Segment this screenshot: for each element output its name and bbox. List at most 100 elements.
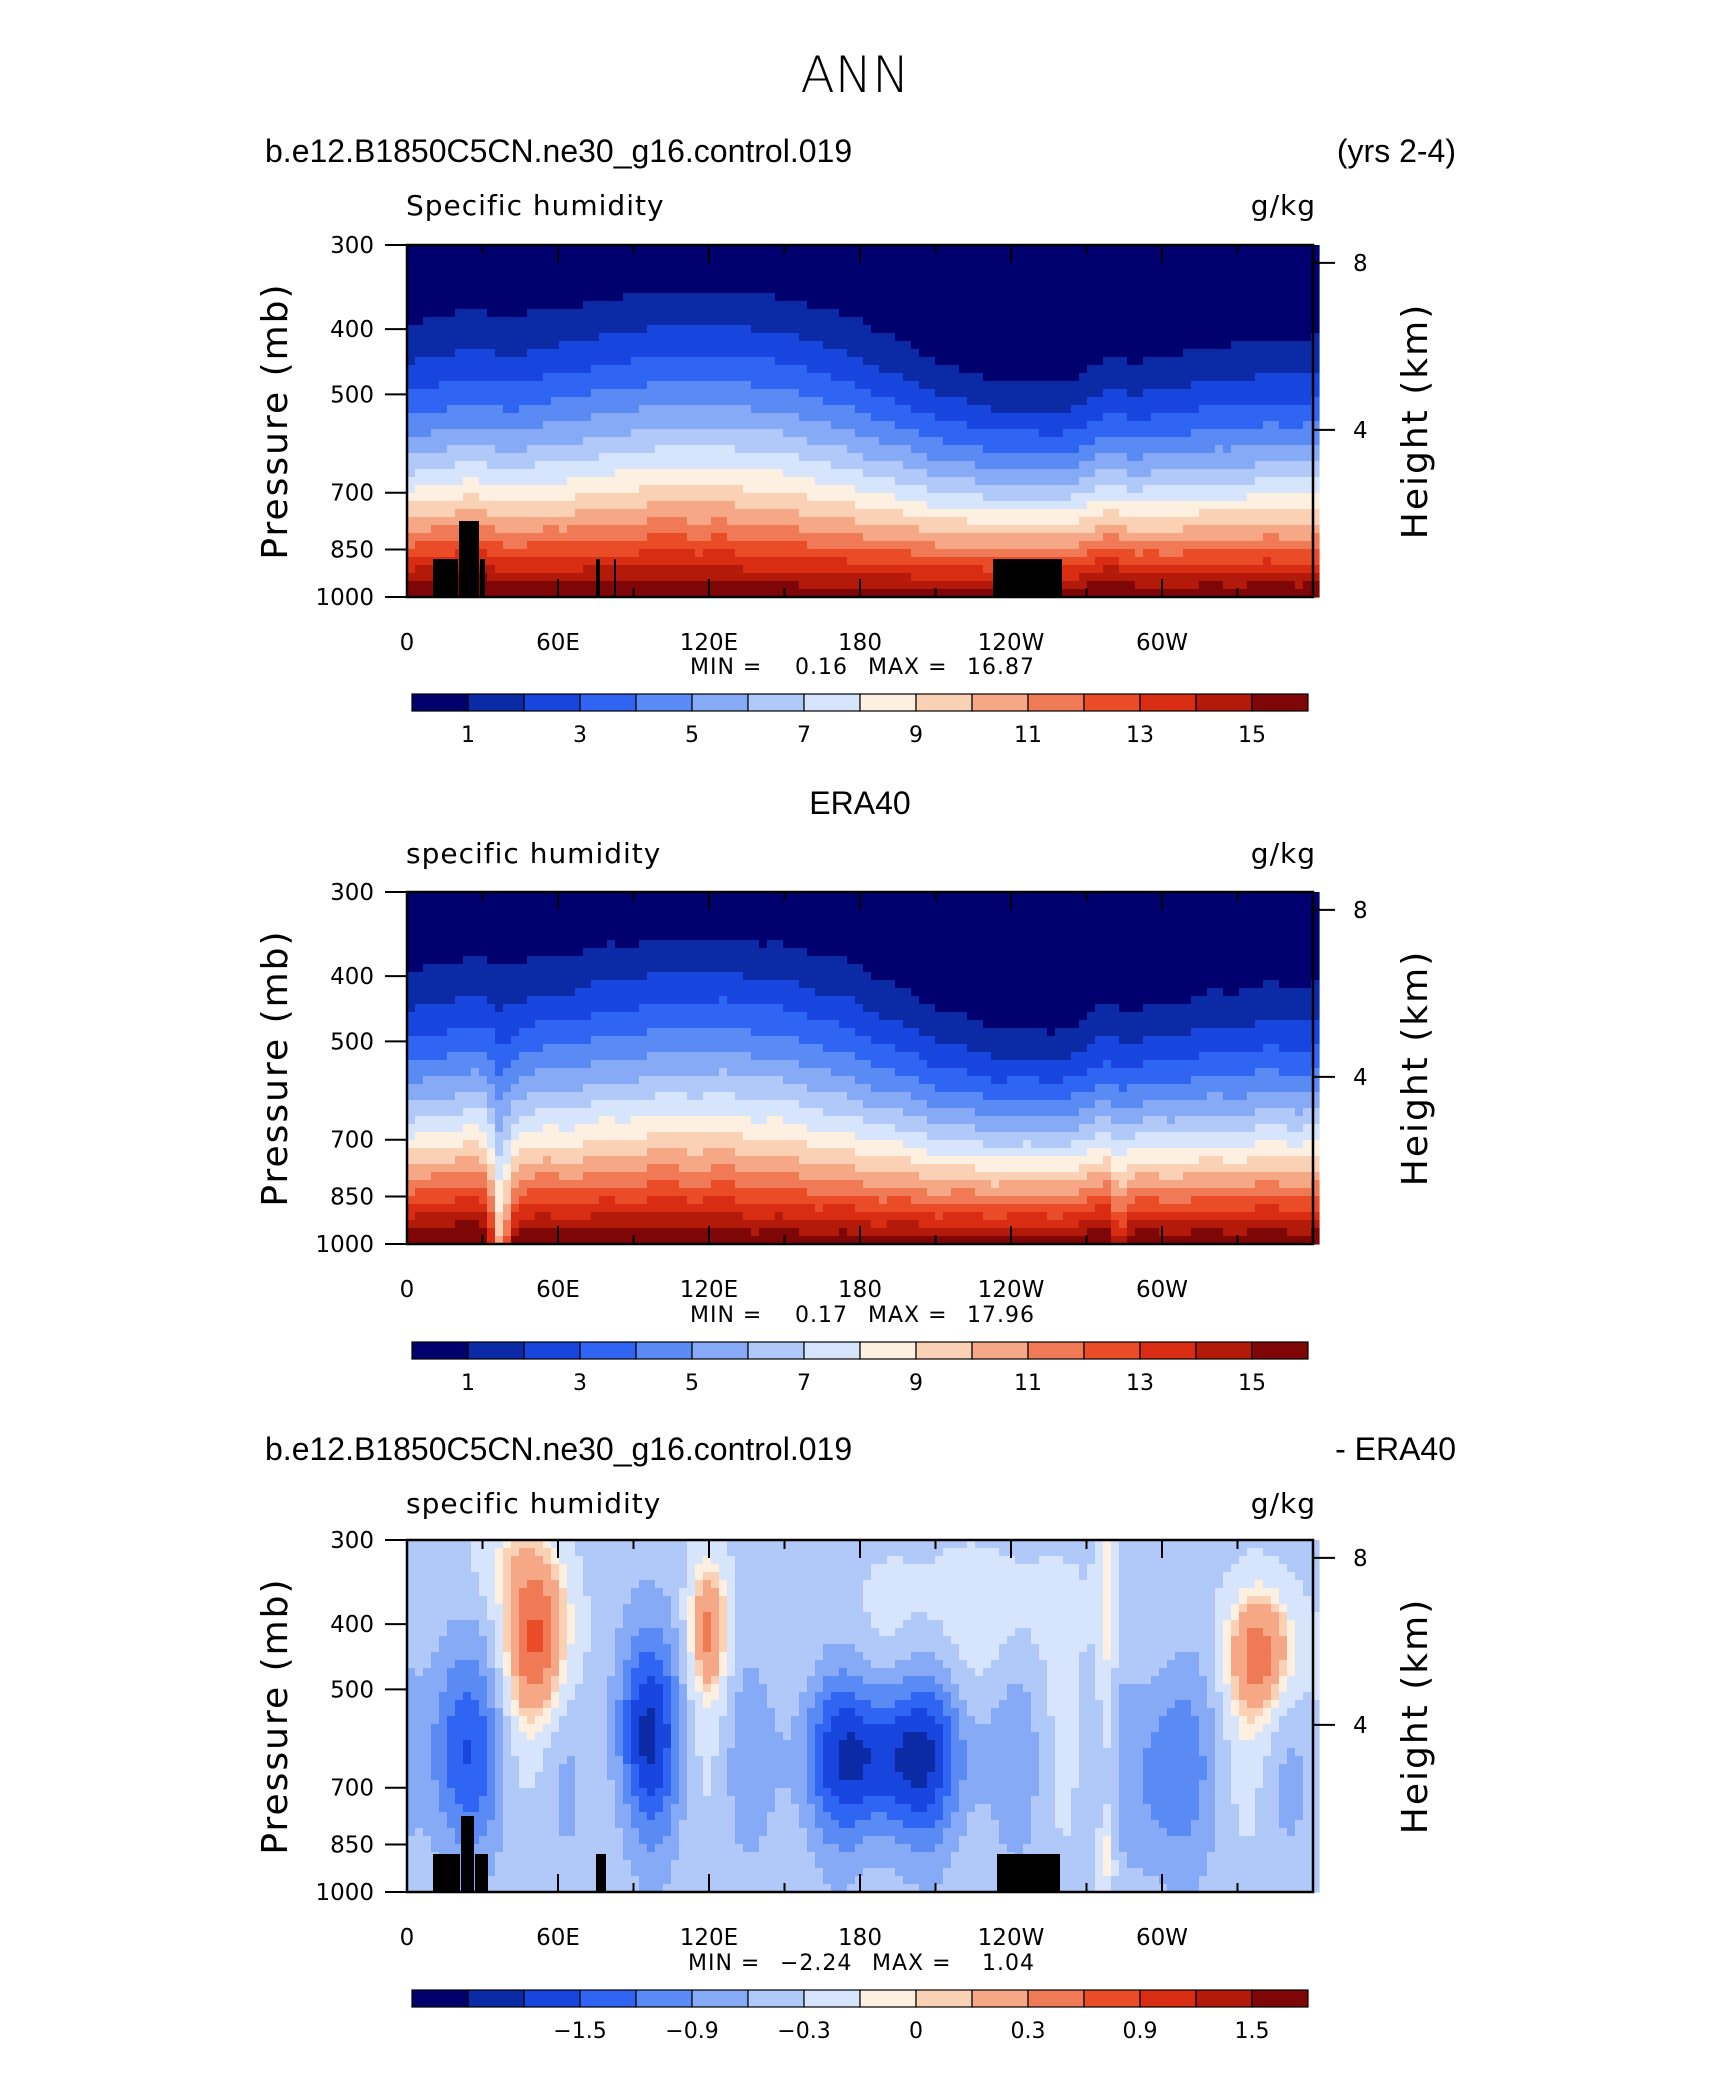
field-cell (687, 373, 696, 382)
field-cell (471, 269, 480, 278)
field-cell (1031, 293, 1040, 302)
field-cell (695, 293, 704, 302)
field-cell (983, 357, 992, 366)
field-cell (919, 397, 928, 406)
field-cell (831, 429, 840, 438)
field-cell (943, 349, 952, 358)
field-cell (1311, 253, 1320, 262)
field-cell (687, 325, 696, 334)
field-cell (535, 565, 544, 574)
field-cell (623, 317, 632, 326)
field-cell (615, 429, 624, 438)
field-cell (1207, 437, 1216, 446)
field-cell (1295, 349, 1304, 358)
field-cell (975, 477, 984, 486)
field-cell (951, 317, 960, 326)
field-cell (575, 501, 584, 510)
field-cell (495, 373, 504, 382)
field-cell (511, 317, 520, 326)
field-cell (935, 549, 944, 558)
field-cell (1087, 421, 1096, 430)
field-cell (599, 493, 608, 502)
field-cell (463, 493, 472, 502)
field-cell (1183, 469, 1192, 478)
field-cell (783, 277, 792, 286)
field-cell (1231, 421, 1240, 430)
field-cell (983, 429, 992, 438)
field-cell (919, 429, 928, 438)
field-cell (1247, 269, 1256, 278)
field-cell (1303, 421, 1312, 430)
field-cell (719, 517, 728, 526)
field-cell (1287, 493, 1296, 502)
field-cell (671, 453, 680, 462)
field-cell (551, 405, 560, 414)
field-cell (1159, 293, 1168, 302)
field-cell (1087, 373, 1096, 382)
field-cell (1111, 565, 1120, 574)
field-cell (1111, 261, 1120, 270)
field-cell (815, 261, 824, 270)
field-cell (567, 325, 576, 334)
field-cell (1095, 453, 1104, 462)
field-cell (839, 317, 848, 326)
field-cell (791, 493, 800, 502)
field-cell (623, 533, 632, 542)
field-cell (439, 541, 448, 550)
field-cell (783, 549, 792, 558)
field-cell (567, 269, 576, 278)
field-cell (703, 365, 712, 374)
field-cell (1215, 517, 1224, 526)
field-cell (1071, 413, 1080, 422)
field-cell (447, 533, 456, 542)
field-cell (535, 549, 544, 558)
field-cell (1255, 461, 1264, 470)
field-cell (975, 389, 984, 398)
field-cell (735, 405, 744, 414)
field-cell (799, 525, 808, 534)
field-cell (479, 277, 488, 286)
field-cell (631, 245, 640, 254)
field-cell (959, 517, 968, 526)
field-cell (479, 405, 488, 414)
field-cell (1103, 397, 1112, 406)
field-cell (1071, 349, 1080, 358)
field-cell (519, 573, 528, 582)
field-cell (967, 373, 976, 382)
field-cell (999, 405, 1008, 414)
field-cell (1271, 333, 1280, 342)
field-cell (1303, 389, 1312, 398)
field-cell (951, 565, 960, 574)
field-cell (887, 413, 896, 422)
field-cell (959, 301, 968, 310)
field-cell (983, 533, 992, 542)
field-cell (407, 581, 416, 590)
field-cell (895, 541, 904, 550)
field-cell (1175, 581, 1184, 590)
field-cell (695, 485, 704, 494)
field-cell (639, 581, 648, 590)
field-cell (1063, 469, 1072, 478)
field-cell (1223, 245, 1232, 254)
field-cell (887, 389, 896, 398)
field-cell (1143, 469, 1152, 478)
field-cell (1087, 357, 1096, 366)
field-cell (487, 413, 496, 422)
field-cell (495, 477, 504, 486)
field-cell (679, 509, 688, 518)
field-cell (735, 269, 744, 278)
field-cell (599, 557, 608, 566)
field-cell (519, 357, 528, 366)
field-cell (871, 349, 880, 358)
field-cell (519, 485, 528, 494)
field-cell (951, 333, 960, 342)
field-cell (559, 533, 568, 542)
field-cell (1103, 269, 1112, 278)
field-cell (735, 493, 744, 502)
field-cell (687, 389, 696, 398)
field-cell (423, 557, 432, 566)
field-cell (1111, 245, 1120, 254)
field-cell (487, 429, 496, 438)
field-cell (519, 261, 528, 270)
field-cell (711, 525, 720, 534)
